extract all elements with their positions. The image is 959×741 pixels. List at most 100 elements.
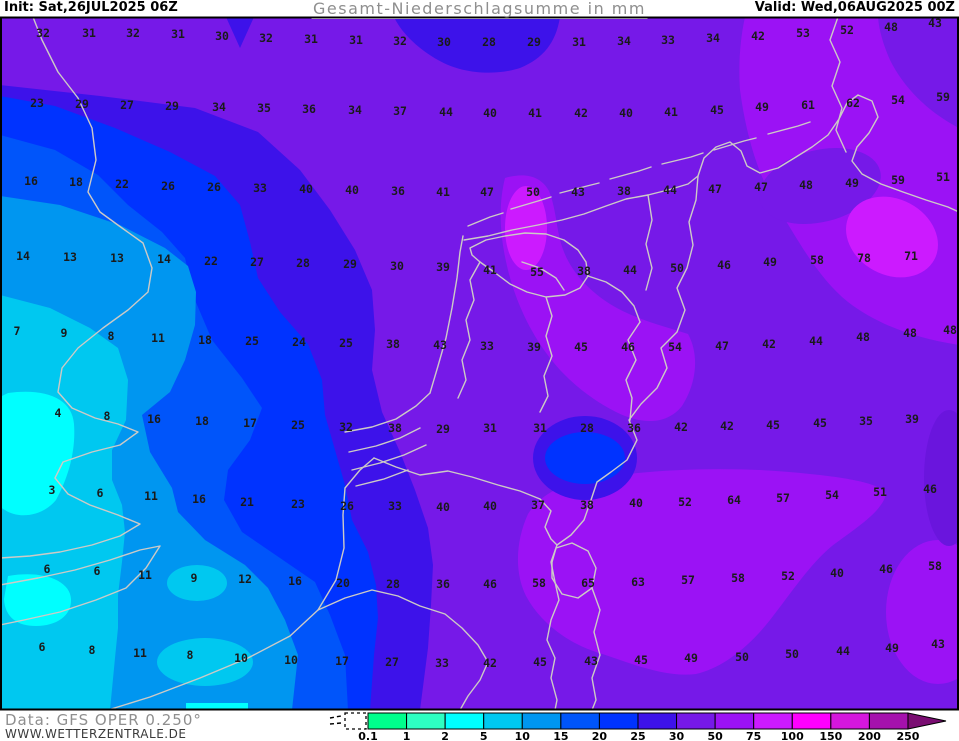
border-line bbox=[429, 235, 464, 394]
grid-value: 17 bbox=[243, 416, 257, 430]
coastlines-and-borders bbox=[2, 18, 957, 709]
grid-value: 28 bbox=[386, 577, 400, 591]
border-line bbox=[344, 392, 431, 433]
valid-timestamp: Valid: Wed,06AUG2025 00Z bbox=[754, 0, 955, 15]
grid-value: 9 bbox=[191, 571, 198, 585]
grid-value: 28 bbox=[482, 35, 496, 49]
grid-value: 54 bbox=[825, 488, 839, 502]
grid-value: 42 bbox=[720, 419, 734, 433]
grid-value: 42 bbox=[674, 420, 688, 434]
grid-value: 46 bbox=[621, 340, 635, 354]
grid-value: 33 bbox=[253, 181, 267, 195]
legend-tick-label: 150 bbox=[819, 730, 842, 741]
border-line bbox=[355, 469, 409, 487]
legend-tick-label: 2 bbox=[441, 730, 449, 741]
precip-region bbox=[157, 638, 253, 686]
grid-value: 31 bbox=[82, 26, 96, 40]
border-line bbox=[551, 542, 597, 599]
border-line bbox=[2, 545, 161, 626]
grid-value: 40 bbox=[483, 106, 497, 120]
grid-value: 45 bbox=[710, 103, 724, 117]
grid-value: 38 bbox=[580, 498, 594, 512]
legend-underflow-dash bbox=[329, 722, 342, 725]
border-line bbox=[713, 137, 757, 151]
grid-value: 52 bbox=[840, 23, 854, 37]
grid-value: 50 bbox=[735, 650, 749, 664]
grid-value: 36 bbox=[302, 102, 316, 116]
border-line bbox=[373, 457, 558, 546]
precip-region bbox=[2, 391, 75, 516]
grid-value: 57 bbox=[776, 491, 790, 505]
grid-value: 32 bbox=[259, 31, 273, 45]
grid-value: 62 bbox=[846, 96, 860, 110]
grid-value: 43 bbox=[584, 654, 598, 668]
legend-overflow-arrow bbox=[907, 712, 947, 730]
grid-value: 46 bbox=[923, 482, 937, 496]
grid-value: 9 bbox=[61, 326, 68, 340]
grid-value: 6 bbox=[39, 640, 46, 654]
grid-value: 39 bbox=[905, 412, 919, 426]
precip-region bbox=[878, 18, 957, 127]
grid-value: 38 bbox=[577, 264, 591, 278]
grid-value: 6 bbox=[97, 486, 104, 500]
grid-value: 16 bbox=[147, 412, 161, 426]
grid-value: 42 bbox=[751, 29, 765, 43]
border-line bbox=[463, 94, 957, 241]
grid-value: 8 bbox=[187, 648, 194, 662]
grid-value: 32 bbox=[36, 26, 50, 40]
grid-value: 48 bbox=[799, 178, 813, 192]
grid-value: 34 bbox=[348, 103, 362, 117]
grid-value: 34 bbox=[212, 100, 226, 114]
data-source-label: Data: GFS OPER 0.250° bbox=[5, 711, 202, 729]
grid-value: 11 bbox=[144, 489, 158, 503]
grid-value: 4 bbox=[55, 406, 62, 420]
precip-region bbox=[167, 565, 227, 601]
grid-value: 44 bbox=[809, 334, 823, 348]
grid-value: 47 bbox=[754, 180, 768, 194]
grid-value: 8 bbox=[108, 329, 115, 343]
grid-value: 41 bbox=[528, 106, 542, 120]
border-line bbox=[467, 212, 504, 227]
legend-tick-label: 25 bbox=[630, 730, 645, 741]
grid-value: 58 bbox=[731, 571, 745, 585]
grid-value: 48 bbox=[856, 330, 870, 344]
grid-value: 30 bbox=[215, 29, 229, 43]
grid-value: 49 bbox=[885, 641, 899, 655]
border-line bbox=[457, 261, 481, 399]
grid-value: 44 bbox=[439, 105, 453, 119]
grid-value: 31 bbox=[483, 421, 497, 435]
grid-value: 64 bbox=[727, 493, 741, 507]
legend-underflow-dash bbox=[329, 715, 342, 719]
grid-value: 18 bbox=[69, 175, 83, 189]
grid-value: 27 bbox=[385, 655, 399, 669]
border-line bbox=[348, 427, 421, 453]
grid-value: 40 bbox=[619, 106, 633, 120]
grid-value: 21 bbox=[240, 495, 254, 509]
grid-value: 29 bbox=[165, 99, 179, 113]
border-line bbox=[587, 275, 641, 323]
grid-value: 46 bbox=[483, 577, 497, 591]
grid-value: 25 bbox=[339, 336, 353, 350]
grid-value: 50 bbox=[785, 647, 799, 661]
grid-value: 40 bbox=[483, 499, 497, 513]
grid-value: 71 bbox=[904, 249, 918, 263]
grid-value: 40 bbox=[629, 496, 643, 510]
legend-tick-label: 20 bbox=[592, 730, 608, 741]
grid-value: 45 bbox=[634, 653, 648, 667]
border-line bbox=[351, 444, 427, 471]
precip-region bbox=[394, 18, 560, 73]
grid-value: 31 bbox=[349, 33, 363, 47]
precip-region bbox=[186, 703, 248, 709]
grid-value: 59 bbox=[891, 173, 905, 187]
grid-value: 65 bbox=[581, 576, 595, 590]
grid-value: 22 bbox=[115, 177, 129, 191]
grid-value: 61 bbox=[801, 98, 815, 112]
legend-tick-label: 5 bbox=[480, 730, 488, 741]
grid-value: 26 bbox=[207, 180, 221, 194]
grid-value: 28 bbox=[296, 256, 310, 270]
precip-region bbox=[924, 410, 957, 546]
grid-value: 58 bbox=[928, 559, 942, 573]
precip-region bbox=[545, 432, 625, 484]
border-line bbox=[521, 261, 565, 291]
grid-value: 49 bbox=[755, 100, 769, 114]
